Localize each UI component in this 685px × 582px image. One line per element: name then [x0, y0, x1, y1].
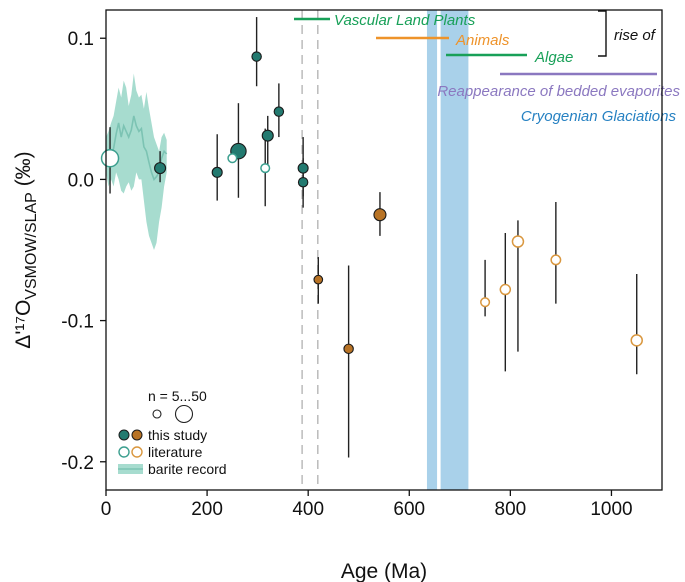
- legend-label: literature: [148, 444, 203, 460]
- axes: 0 200 400 600 800 1000 0.1 0.0 -0.1 -0.2 Age (Ma…: [12, 9, 663, 582]
- data-point: [313, 274, 324, 285]
- y-tick-label: -0.1: [61, 312, 94, 333]
- dashed-reference-lines: [301, 10, 319, 490]
- data-point: [227, 153, 238, 164]
- data-point: [499, 283, 512, 296]
- x-tick-label: 200: [191, 499, 223, 520]
- legend-size-large: [174, 404, 194, 424]
- legend-label: barite record: [148, 461, 227, 477]
- data-point: [261, 129, 274, 142]
- y-axis-title: Δ'¹⁷OVSMOW/SLAP (‰): [12, 151, 40, 348]
- data-point: [297, 176, 309, 188]
- data-points: [100, 51, 643, 355]
- bracket-label: rise of: [614, 27, 657, 44]
- data-point: [211, 166, 223, 178]
- legend-study-green: [118, 429, 130, 441]
- annotation-label: Algae: [534, 49, 573, 66]
- data-point: [154, 162, 167, 175]
- glaciation-bands: [426, 10, 469, 490]
- y-tick-label: -0.2: [61, 453, 94, 474]
- rise-of-bracket: [598, 10, 607, 57]
- annotation-label: Vascular Land Plants: [334, 12, 476, 29]
- legend-n-label: n = 5...50: [148, 388, 207, 404]
- legend-label: this study: [148, 427, 207, 443]
- data-point: [260, 163, 271, 174]
- legend-study-orange: [131, 429, 143, 441]
- y-axis-title-unit: (‰): [12, 151, 35, 192]
- y-tick-label: 0.1: [68, 29, 94, 50]
- data-point: [343, 343, 354, 355]
- data-point: [630, 334, 643, 347]
- y-ticks: 0.1 0.0 -0.1 -0.2: [61, 29, 106, 474]
- x-tick-label: 600: [393, 499, 425, 520]
- y-axis-title-main: Δ'¹⁷O: [12, 300, 35, 349]
- data-point: [273, 106, 285, 117]
- data-point: [550, 254, 562, 266]
- x-tick-label: 1000: [590, 499, 632, 520]
- legend-lit-green: [118, 446, 130, 458]
- x-ticks: 0 200 400 600 800 1000: [101, 490, 633, 520]
- barite-band: [106, 73, 167, 250]
- annotation-label: Animals: [455, 32, 510, 49]
- x-tick-label: 400: [292, 499, 324, 520]
- legend-lit-orange: [131, 446, 143, 458]
- x-axis-title: Age (Ma): [341, 560, 427, 582]
- glaciation-band: [426, 10, 438, 490]
- data-point: [480, 297, 491, 308]
- annotations: Vascular Land Plants Animals Algae Reappear…: [294, 10, 680, 125]
- legend-size-small: [152, 409, 162, 419]
- data-point: [100, 148, 120, 168]
- x-tick-label: 800: [495, 499, 527, 520]
- x-tick-label: 0: [101, 499, 112, 520]
- data-point: [373, 208, 387, 222]
- data-point: [251, 51, 262, 62]
- plot-frame: [105, 9, 663, 491]
- y-axis-title-sub: VSMOW/SLAP: [23, 192, 40, 300]
- data-point: [511, 235, 525, 248]
- barite-record: [105, 73, 168, 250]
- data-point: [297, 162, 309, 174]
- glaciation-band: [440, 10, 469, 490]
- annotation-label: Reappearance of bedded evaporites: [437, 83, 680, 100]
- annotation-label: Cryogenian Glaciations: [521, 108, 677, 125]
- y-tick-label: 0.0: [68, 170, 94, 191]
- barite-mean-line: [105, 115, 168, 181]
